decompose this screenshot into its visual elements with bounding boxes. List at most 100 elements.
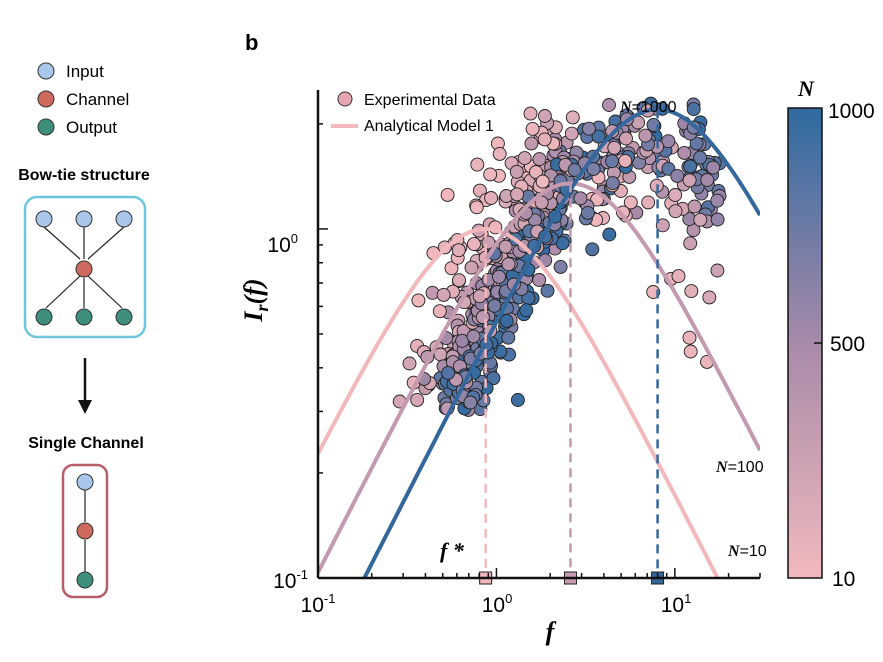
- bowtie-edges: [43, 226, 125, 309]
- bowtie-box: [23, 195, 147, 339]
- scatter-point: [655, 218, 670, 233]
- colorbar-tick-10: 10: [832, 568, 855, 591]
- fstar-label: f *: [440, 538, 465, 563]
- scatter-point: [523, 106, 538, 121]
- scatter-point: [670, 168, 685, 183]
- input-legend-dot: [37, 62, 55, 80]
- scatter-point: [585, 242, 600, 257]
- scatter-point: [519, 303, 534, 318]
- scatter-point: [710, 212, 725, 227]
- svg-text:100: 100: [267, 231, 298, 257]
- scatter-point: [668, 204, 683, 219]
- scatter-point: [540, 283, 555, 298]
- scatter-point: [710, 263, 725, 278]
- scatter-point: [661, 134, 676, 149]
- x-tick-label-1: 100: [482, 591, 513, 617]
- scatter-point: [469, 200, 484, 215]
- colorbar: N 1000 500 10: [787, 76, 875, 591]
- panel-a: Input Channel Output Bow-tie structure S…: [18, 62, 150, 599]
- scatter-point: [684, 284, 699, 299]
- y-axis-label: Ir(f): [239, 278, 272, 322]
- scatter-point: [565, 110, 580, 125]
- single-channel-title: Single Channel: [28, 435, 144, 452]
- bowtie-title: Bow-tie structure: [18, 167, 150, 184]
- output-legend-dot: [37, 118, 55, 136]
- scatter-point: [464, 260, 479, 275]
- scatter-point: [483, 167, 498, 182]
- scatter-point: [602, 227, 617, 242]
- model-curve-n-10: [318, 227, 720, 578]
- tick-layer: [317, 123, 761, 579]
- scatter-point: [444, 261, 459, 276]
- scatter-point: [641, 195, 656, 210]
- x-axis-label: f: [546, 617, 557, 646]
- scatter-point: [638, 128, 653, 143]
- scatter-point: [492, 269, 506, 284]
- scatter-point: [682, 330, 697, 345]
- output-legend-label: Output: [66, 118, 117, 137]
- scatter-point: [499, 313, 514, 328]
- scatter-point: [581, 121, 596, 136]
- scatter-point: [451, 243, 466, 258]
- scatter-point: [668, 188, 683, 202]
- single-input-node: [76, 473, 94, 491]
- scatter-point: [693, 150, 708, 165]
- scatter-point: [607, 140, 622, 155]
- scatter-point: [605, 176, 620, 191]
- scatter-point: [501, 257, 516, 272]
- scatter-point: [410, 392, 425, 407]
- model-curve-n-1000: [362, 107, 760, 578]
- scatter-point: [682, 173, 697, 188]
- scatter-point: [706, 160, 721, 175]
- svg-text:10-1: 10-1: [273, 567, 308, 593]
- scatter-point: [702, 290, 717, 305]
- scatter-point: [432, 304, 447, 319]
- channel-legend-dot: [37, 90, 55, 108]
- bowtie-output-node: [35, 308, 53, 326]
- chart-legend: Experimental Data Analytical Model 1: [331, 91, 496, 135]
- scatter-point: [528, 165, 543, 179]
- scatter-point: [467, 237, 481, 252]
- scatter-point: [580, 205, 595, 220]
- scatter-point: [510, 187, 525, 202]
- scatter-point: [573, 191, 588, 206]
- panel-b-label: b: [245, 30, 258, 55]
- single-channel-node: [76, 522, 94, 540]
- scatter-point: [710, 193, 725, 208]
- scatter-point: [591, 129, 606, 144]
- scatter-point: [470, 157, 485, 172]
- bowtie-output-node: [115, 308, 133, 326]
- scatter-point: [484, 191, 499, 205]
- scatter-point: [472, 289, 487, 304]
- scatter-point: [619, 131, 633, 146]
- svg-text:100: 100: [482, 591, 513, 617]
- scatter-point: [700, 173, 715, 187]
- single-output-node: [76, 571, 94, 589]
- node-legend: Input Channel Output: [37, 62, 129, 137]
- scatter-point: [501, 330, 516, 345]
- scatter-point: [492, 146, 507, 161]
- scatter-point: [535, 174, 550, 189]
- scatter-point: [411, 293, 426, 308]
- scatter-point: [683, 344, 698, 359]
- legend-experimental-marker: [337, 91, 353, 107]
- bowtie-channel-node: [75, 260, 93, 278]
- scatter-point: [402, 356, 417, 371]
- svg-text:N=1000: N=1000: [619, 99, 677, 116]
- scatter-point: [524, 136, 539, 151]
- scatter-point: [436, 287, 451, 302]
- input-legend-label: Input: [66, 62, 104, 81]
- bowtie-input-node: [35, 210, 53, 228]
- channel-legend-label: Channel: [66, 90, 129, 109]
- scatter-point: [510, 393, 525, 407]
- svg-text:Ir(f): Ir(f): [239, 278, 272, 322]
- scatter-point: [487, 298, 502, 313]
- scatter-point: [693, 212, 708, 227]
- bowtie-nodes: [35, 210, 133, 326]
- scatter-point: [683, 236, 698, 251]
- scatter-point: [683, 159, 698, 174]
- down-arrow: [78, 358, 92, 414]
- single-channel-box: [61, 463, 109, 599]
- scatter-point: [440, 187, 455, 202]
